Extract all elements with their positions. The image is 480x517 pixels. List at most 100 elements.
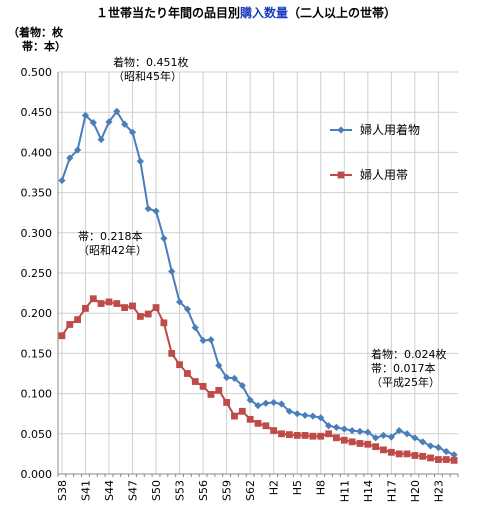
x-tick-label: S47 [127, 480, 140, 501]
data-point [403, 450, 411, 458]
y-tick-label: 0.200 [21, 307, 53, 320]
annotation-line: 帯：0.017本 [371, 361, 436, 375]
data-point [168, 267, 176, 275]
data-point [356, 440, 364, 447]
data-point [183, 305, 192, 313]
data-point [175, 298, 184, 306]
data-point [332, 423, 341, 431]
data-point [340, 425, 348, 433]
data-point [66, 321, 74, 328]
x-tick-label: H8 [315, 480, 328, 495]
data-point [254, 419, 262, 427]
unit-label-line1: （着物：枚 [8, 25, 64, 39]
x-tick-label: S59 [221, 480, 234, 501]
data-point [285, 407, 293, 415]
chart-title-part1: １世帯当たり年間の品目別 [96, 5, 240, 20]
data-point [411, 434, 419, 442]
data-point [223, 399, 231, 406]
data-point [395, 450, 403, 458]
data-point [426, 442, 435, 450]
data-point [419, 438, 427, 446]
y-tick-label: 0.100 [21, 388, 53, 401]
data-point [58, 332, 66, 340]
data-point [207, 336, 215, 344]
data-point [293, 410, 301, 418]
data-point [191, 324, 199, 332]
y-tick-label: 0.150 [21, 347, 53, 360]
data-point [333, 434, 340, 442]
data-point [231, 412, 238, 420]
data-point [403, 430, 411, 438]
data-point [442, 447, 450, 456]
y-tick-label: 0.050 [21, 428, 53, 441]
data-point [262, 399, 270, 407]
data-point [270, 427, 278, 434]
legend-label: 婦人用着物 [360, 122, 420, 137]
data-point [89, 119, 97, 127]
x-tick-label: H11 [338, 480, 351, 502]
series-0 [58, 107, 458, 459]
data-point [270, 398, 278, 407]
data-point [387, 433, 395, 441]
data-point [450, 456, 458, 464]
data-point [301, 432, 309, 439]
data-point [199, 336, 207, 345]
data-point [152, 304, 160, 311]
x-tick-label: S41 [79, 480, 92, 501]
data-point [372, 443, 380, 451]
data-point [160, 319, 168, 327]
data-point [348, 426, 356, 435]
data-point [136, 157, 144, 165]
data-point [238, 407, 246, 415]
data-point [160, 234, 168, 243]
data-point [176, 361, 183, 369]
data-point [66, 154, 74, 162]
x-tick-label: H23 [432, 480, 445, 502]
legend-item: 婦人用帯 [330, 167, 408, 182]
y-tick-label: 0.350 [21, 187, 53, 200]
data-point [254, 402, 262, 410]
data-point [144, 310, 152, 318]
grid [58, 71, 458, 475]
data-point [128, 128, 137, 136]
data-point [411, 452, 419, 459]
data-point [395, 426, 403, 435]
x-tick-label: H5 [291, 480, 304, 495]
data-point [325, 430, 332, 438]
data-point [324, 422, 333, 430]
data-point [215, 361, 223, 370]
y-tick-label: 0.500 [21, 66, 53, 79]
data-point [317, 414, 325, 422]
data-point [105, 118, 113, 126]
data-point [238, 381, 246, 390]
data-point [152, 207, 160, 215]
data-point [450, 451, 458, 459]
data-point [97, 300, 105, 307]
data-point [364, 440, 372, 448]
data-point [199, 382, 207, 390]
legend-marker [337, 126, 345, 134]
data-point [442, 456, 450, 463]
chart-title-part3: （二人以上の世帯） [288, 5, 396, 20]
data-point [58, 176, 66, 185]
data-point [82, 304, 89, 312]
data-point [121, 120, 129, 128]
unit-label-line2: 帯：本） [22, 39, 66, 53]
legend-label: 婦人用帯 [360, 167, 408, 182]
data-point [168, 350, 176, 357]
data-point [427, 454, 434, 462]
data-point [434, 456, 442, 463]
data-point [215, 386, 223, 394]
annotation: 帯：0.218本（昭和42年） [78, 229, 147, 257]
data-point [246, 415, 254, 423]
data-point [379, 431, 388, 440]
x-tick-label: S44 [103, 480, 116, 501]
data-point [207, 391, 215, 398]
data-point [105, 298, 113, 306]
annotation-line: （平成25年） [371, 375, 440, 389]
data-point [89, 295, 97, 303]
y-axis: 0.000 0.050 0.100 0.150 0.200 0.250 0.300 0.350… [21, 66, 59, 481]
